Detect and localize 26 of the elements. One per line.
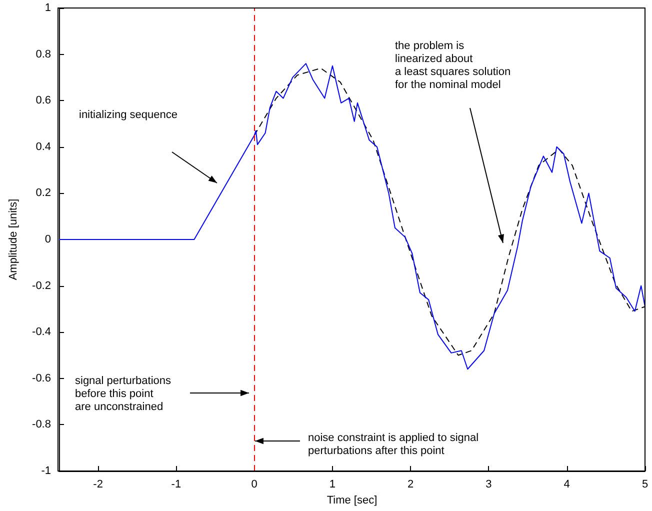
x-tick-label: 5 xyxy=(642,478,648,490)
y-tick-label: -0.2 xyxy=(32,280,51,292)
y-axis-title: Amplitude [units] xyxy=(8,198,20,280)
x-tick-label: -2 xyxy=(93,478,103,490)
annotation: initializing sequence xyxy=(79,109,178,121)
y-tick-label: -0.8 xyxy=(32,418,51,431)
x-tick-label: 4 xyxy=(564,478,570,490)
x-axis-title: Time [sec] xyxy=(326,494,378,506)
annotation: signal perturbations before this point are unconstrained xyxy=(75,375,172,413)
y-tick-label: 0.4 xyxy=(36,140,51,153)
y-tick-label: 0.6 xyxy=(36,94,51,107)
annotation: the problem is linearized about a least squares solution for the nominal model xyxy=(395,40,511,91)
x-tick-label: 3 xyxy=(486,478,492,490)
y-tick-label: -0.6 xyxy=(32,372,51,384)
y-tick-label: 0.8 xyxy=(36,48,51,60)
x-tick-label: 0 xyxy=(251,478,258,490)
annotation: noise constraint is applied to signal perturbations after this point xyxy=(308,432,479,457)
y-tick-label: 1 xyxy=(44,2,51,14)
y-tick-label: 0 xyxy=(44,234,51,246)
x-tick-label: -1 xyxy=(171,478,182,490)
y-tick-label: -1 xyxy=(41,465,51,477)
line-series xyxy=(58,63,646,370)
x-tick-label: 2 xyxy=(408,478,414,490)
x-tick-label: 1 xyxy=(329,478,336,490)
y-tick-label: 0.2 xyxy=(36,187,51,200)
y-tick-label: -0.4 xyxy=(32,326,51,338)
